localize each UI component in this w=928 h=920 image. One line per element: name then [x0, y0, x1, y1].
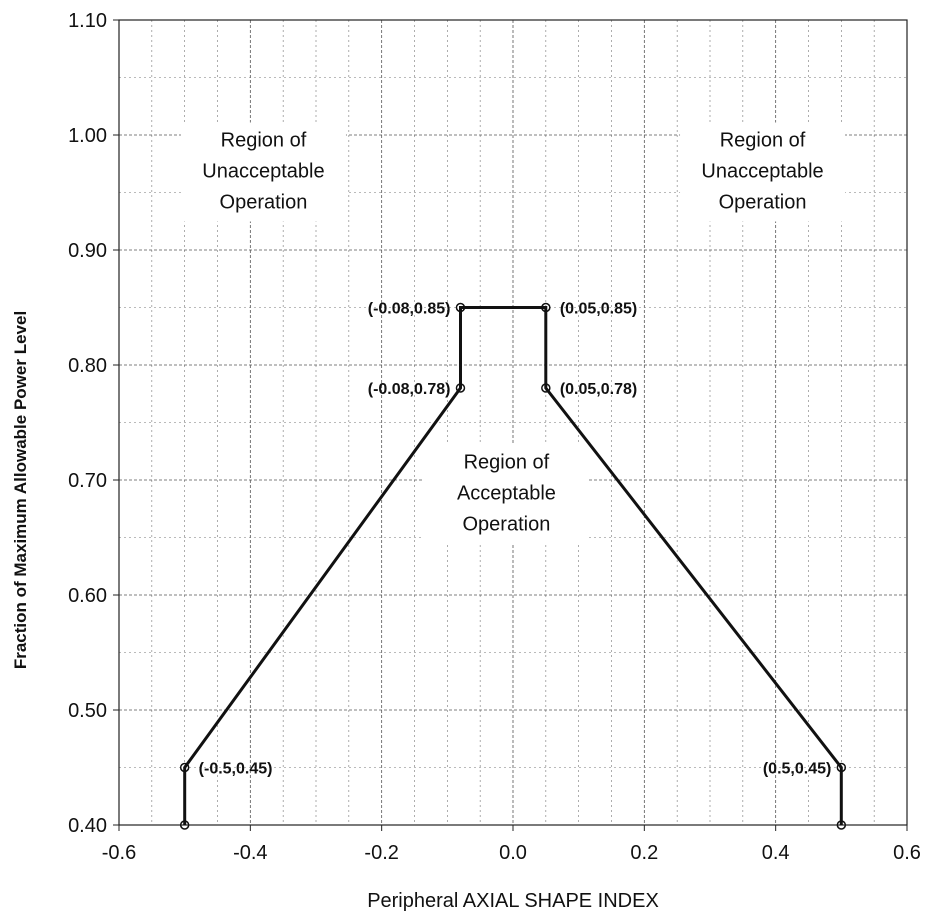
- x-tick-label: 0.4: [762, 842, 790, 864]
- data-point-marker: [836, 820, 847, 830]
- data-point-marker: [541, 383, 551, 393]
- region-label-background: [680, 122, 846, 222]
- data-point-marker: [455, 302, 466, 313]
- data-point-marker: [179, 820, 190, 830]
- point-label: (0.05,0.85): [560, 301, 637, 318]
- point-label: (-0.5,0.45): [199, 761, 273, 778]
- region-label-background: [423, 444, 589, 544]
- x-tick-label: -0.6: [102, 842, 136, 864]
- x-tick-label: 0.2: [630, 842, 658, 864]
- y-axis-title: Fraction of Maximum Allowable Power Leve…: [11, 311, 30, 669]
- region-label-line: Operation: [220, 192, 308, 214]
- y-tick-label: 0.90: [68, 240, 107, 262]
- y-tick-label: 1.10: [68, 10, 107, 32]
- region-label-line: Region of: [221, 130, 307, 152]
- region-label-line: Unacceptable: [202, 161, 324, 183]
- tick-labels: -0.6 -0.4 -0.2 0.0 0.2 0.4 0.6 0.40 0.50 0.60 0.70…: [68, 10, 921, 864]
- region-label-line: Region of: [720, 130, 806, 152]
- y-tick-label: 0.40: [68, 815, 107, 837]
- data-point-marker: [836, 762, 847, 773]
- x-tick-label: 0.6: [893, 842, 921, 864]
- y-tick-label: 1.00: [68, 125, 107, 147]
- point-label: (-0.08,0.78): [368, 381, 451, 398]
- y-tick-label: 0.60: [68, 585, 107, 607]
- data-point-marker: [179, 762, 190, 773]
- y-tick-label: 0.80: [68, 355, 107, 377]
- point-labels: (-0.08,0.85) (0.05,0.85) (-0.08,0.78) (0.05…: [199, 301, 832, 778]
- region-label-line: Operation: [719, 192, 807, 214]
- grid: [119, 20, 907, 825]
- data-point-marker: [541, 302, 551, 313]
- point-label: (0.05,0.78): [560, 381, 637, 398]
- x-axis-title: Peripheral AXIAL SHAPE INDEX: [367, 890, 659, 912]
- region-label-line: Acceptable: [457, 483, 556, 505]
- region-label-line: Operation: [463, 514, 551, 536]
- region-label-line: Region of: [464, 452, 550, 474]
- boundary-line: [183, 306, 843, 825]
- y-tick-label: 0.70: [68, 470, 107, 492]
- axes: [113, 19, 908, 831]
- point-label: (-0.08,0.85): [368, 301, 451, 318]
- series-group: [179, 302, 847, 830]
- x-tick-label: -0.4: [233, 842, 267, 864]
- x-tick-label: 0.0: [499, 842, 527, 864]
- x-tick-label: -0.2: [364, 842, 398, 864]
- point-label: (0.5,0.45): [763, 761, 831, 778]
- y-tick-label: 0.50: [68, 700, 107, 722]
- data-point-marker: [455, 383, 466, 393]
- region-label-background: [180, 122, 346, 222]
- region-label-line: Unacceptable: [701, 161, 823, 183]
- region-labels: Region of Unacceptable Operation Region of U…: [180, 122, 846, 544]
